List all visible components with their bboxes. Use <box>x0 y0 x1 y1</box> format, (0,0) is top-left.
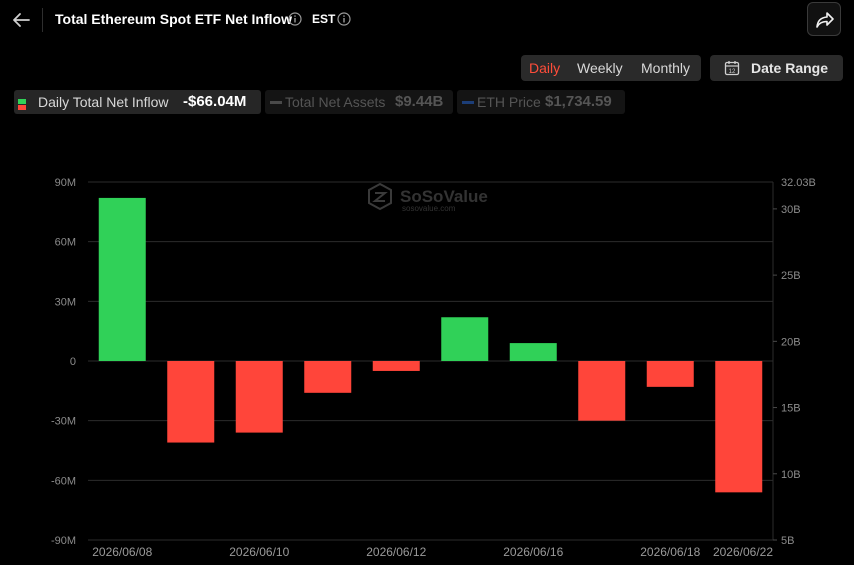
legend-daily-net-inflow[interactable]: Daily Total Net Inflow -$66.04M <box>14 90 261 114</box>
x-axis-labels: 2026/06/08 2026/06/10 2026/06/12 2026/06/16… <box>92 545 773 559</box>
bar <box>98 197 146 361</box>
timezone-info-icon[interactable] <box>337 12 351 26</box>
legend-value: -$66.04M <box>183 93 247 110</box>
info-icon[interactable] <box>288 12 302 26</box>
x-tick-label: 2026/06/08 <box>92 545 152 559</box>
y-tick-label: -90M <box>51 535 76 547</box>
watermark-site: sosovalue.com <box>402 204 456 213</box>
date-range-label: Date Range <box>751 60 829 76</box>
y-tick-label: 0 <box>70 356 76 368</box>
legend-swatch-bars <box>18 97 26 110</box>
bar <box>235 361 283 433</box>
bar <box>304 361 352 393</box>
bar <box>372 361 420 371</box>
date-range-button[interactable]: 12 Date Range <box>710 55 843 81</box>
y2-tick-label: 20B <box>781 336 801 348</box>
legend-label: Total Net Assets <box>285 94 386 110</box>
y2-tick-label: 30B <box>781 204 801 216</box>
x-tick-label: 2026/06/18 <box>640 545 700 559</box>
arrow-left-icon[interactable] <box>10 9 32 31</box>
y2-tick-label: 15B <box>781 403 801 415</box>
period-monthly-button[interactable]: Monthly <box>641 60 691 76</box>
bar <box>509 343 557 361</box>
y-axis-labels: 90M 60M 30M 0 -30M -60M -90M <box>51 177 76 547</box>
x-tick-label: 2026/06/10 <box>229 545 289 559</box>
legend-total-net-assets[interactable]: Total Net Assets $9.44B <box>265 90 453 114</box>
watermark: SoSoValue sosovalue.com <box>368 182 488 213</box>
y-tick-label: 90M <box>55 177 76 189</box>
y2-tick-label: 32.03B <box>781 177 816 189</box>
legend-value: $9.44B <box>395 93 444 110</box>
y2-tick-label: 10B <box>781 469 801 481</box>
watermark-brand: SoSoValue <box>400 187 488 206</box>
bar <box>167 361 215 443</box>
legend-label: ETH Price <box>477 94 541 110</box>
bar <box>715 361 763 493</box>
y-tick-label: 30M <box>55 296 76 308</box>
y2-tick-label: 5B <box>781 535 794 547</box>
net-inflow-chart: SoSoValue sosovalue.com 90M 60M 30M 0 -30M -6… <box>51 177 816 559</box>
top-bar: Total Ethereum Spot ETF Net Inflow EST <box>0 0 854 40</box>
y-tick-label: -60M <box>51 475 76 487</box>
legend-swatch-line <box>462 101 474 104</box>
period-selector: Daily Weekly Monthly <box>521 55 701 81</box>
y-tick-label: 60M <box>55 237 76 249</box>
x-tick-label: 2026/06/12 <box>366 545 426 559</box>
calendar-icon: 12 <box>724 61 740 76</box>
x-tick-label: 2026/06/22 <box>713 545 773 559</box>
timezone-label: EST <box>312 12 336 26</box>
page-title: Total Ethereum Spot ETF Net Inflow <box>55 11 292 27</box>
legend-swatch-line <box>270 101 282 104</box>
y-tick-label: -30M <box>51 416 76 428</box>
period-daily-button[interactable]: Daily <box>529 60 561 76</box>
bars <box>98 197 763 493</box>
bar <box>578 361 626 421</box>
bar <box>441 317 489 361</box>
legend-label: Daily Total Net Inflow <box>38 94 169 110</box>
y2-axis-labels: 32.03B 5B 10B 15B 20B 25B 30B <box>773 177 816 547</box>
y2-tick-label: 25B <box>781 270 801 282</box>
bar <box>646 361 694 387</box>
share-icon <box>816 12 834 28</box>
legend-value: $1,734.59 <box>545 93 612 110</box>
svg-text:12: 12 <box>729 69 736 75</box>
share-button[interactable] <box>807 2 841 36</box>
period-weekly-button[interactable]: Weekly <box>577 60 623 76</box>
x-tick-label: 2026/06/16 <box>503 545 563 559</box>
divider <box>42 8 43 32</box>
legend-eth-price[interactable]: ETH Price $1,734.59 <box>457 90 625 114</box>
sosovalue-logo-icon <box>368 182 392 211</box>
